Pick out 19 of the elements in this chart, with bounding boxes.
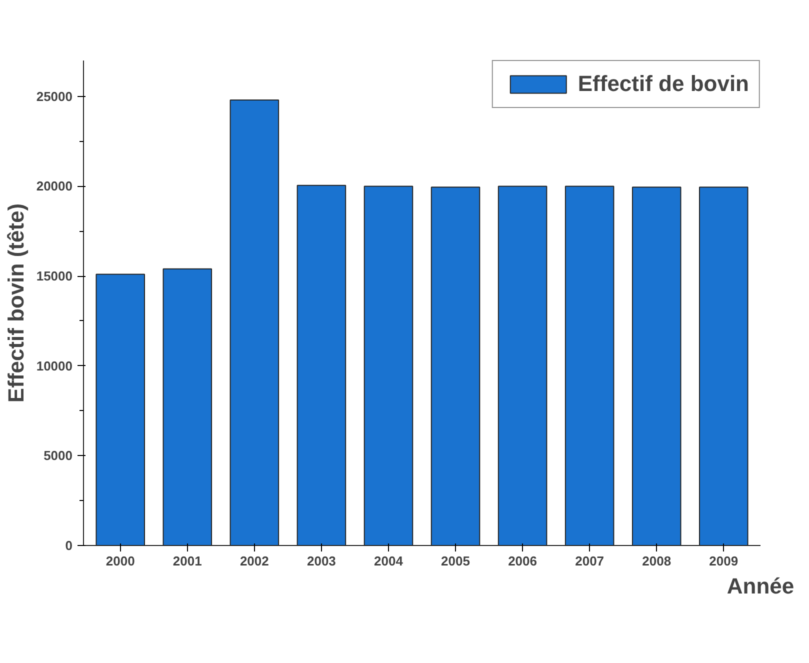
x-tick-label: 2000 xyxy=(106,554,135,568)
x-tick-label: 2005 xyxy=(441,554,470,568)
y-tick-label: 15000 xyxy=(36,268,73,284)
x-tick-label: 2008 xyxy=(642,554,672,568)
y-tick-label: 20000 xyxy=(36,178,73,194)
x-tick-label: 2006 xyxy=(508,554,538,568)
x-tick-label: 2009 xyxy=(709,554,738,568)
y-tick-label: 25000 xyxy=(36,88,73,104)
x-axis-title: Année xyxy=(726,574,794,598)
y-axis-title: Effectif bovin (tête) xyxy=(3,203,28,403)
x-tick-label: 2004 xyxy=(374,554,404,568)
y-tick-label: 0 xyxy=(65,538,73,553)
x-tick-label: 2001 xyxy=(172,554,202,568)
x-tick-label: 2002 xyxy=(240,554,269,568)
x-tick-label: 2003 xyxy=(306,554,336,568)
x-tick-label: 2007 xyxy=(575,554,604,568)
legend-label: Effectif de bovin xyxy=(578,71,749,97)
y-tick-label: 5000 xyxy=(44,448,72,464)
y-tick-label: 10000 xyxy=(36,358,73,374)
